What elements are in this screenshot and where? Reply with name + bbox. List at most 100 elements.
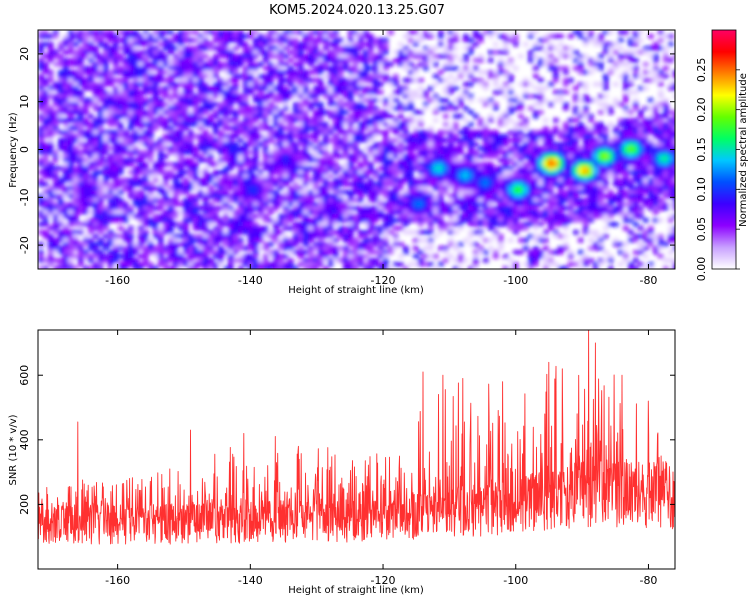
heatmap-cell [353,190,359,195]
heatmap-cell [83,186,89,191]
heatmap-cell [438,218,444,223]
heatmap-cell [198,214,204,219]
heatmap-cell [408,262,414,267]
heatmap-cell [243,50,249,55]
heatmap-cell [413,154,419,159]
heatmap-cell [548,102,554,107]
heatmap-cell [328,186,334,191]
heatmap-cell [213,234,219,239]
heatmap-cell [208,158,214,163]
heatmap-cell [388,182,394,187]
heatmap-cell [533,206,539,211]
heatmap-cell [418,162,424,167]
heatmap-cell [343,218,349,223]
heatmap-cell [343,234,349,239]
heatmap-cell [118,146,124,151]
heatmap-cell [343,210,349,215]
heatmap-cell [193,218,199,223]
heatmap-cell [188,78,194,83]
heatmap-cell [233,114,239,119]
heatmap-cell [313,162,319,167]
heatmap-cell [343,166,349,171]
heatmap-cell [443,154,449,159]
heatmap-cell [433,202,439,207]
heatmap-cell [123,246,129,251]
heatmap-cell [228,174,234,179]
heatmap-cell [113,194,119,199]
heatmap-cell [403,130,409,135]
heatmap-cell [403,158,409,163]
heatmap-cell [448,226,454,231]
heatmap-cell [518,122,524,127]
heatmap-cell [118,38,124,43]
heatmap-cell [213,250,219,255]
heatmap-cell [413,262,419,267]
heatmap-cell [78,230,84,235]
heatmap-cell [223,114,229,119]
heatmap-cell [103,66,109,71]
heatmap-cell [438,262,444,267]
heatmap-cell [238,74,244,79]
heatmap-cell [473,34,479,39]
heatmap-cell [298,230,304,235]
heatmap-cell [603,134,609,139]
heatmap-cell [333,214,339,219]
heatmap-cell [268,90,274,95]
heatmap-cell [253,54,259,59]
heatmap-cell [528,138,534,143]
heatmap-cell [528,82,534,87]
heatmap-cell [488,146,494,151]
heatmap-cell [143,98,149,103]
heatmap-cell [283,146,289,151]
heatmap-cell [298,186,304,191]
heatmap-cell [283,86,289,91]
heatmap-cell [353,226,359,231]
heatmap-cell [143,202,149,207]
heatmap-cell [303,42,309,47]
heatmap-cell [123,218,129,223]
heatmap-cell [323,130,329,135]
heatmap-cell [598,130,604,135]
heatmap-cell [573,230,579,235]
heatmap-cell [78,138,84,143]
heatmap-cell [73,30,79,35]
heatmap-cell [63,106,69,111]
heatmap-cell [123,50,129,55]
heatmap-cell [183,38,189,43]
heatmap-cell [88,74,94,79]
heatmap-cell [168,174,174,179]
heatmap-cell [253,86,259,91]
heatmap-cell [158,242,164,247]
heatmap-cell [63,130,69,135]
heatmap-cell [543,34,549,39]
heatmap-cell [578,198,584,203]
heatmap-cell [278,186,284,191]
heatmap-cell [218,250,224,255]
heatmap-cell [103,226,109,231]
heatmap-cell [368,134,374,139]
heatmap-cell [603,186,609,191]
heatmap-cell [173,90,179,95]
heatmap-cell [73,266,79,269]
heatmap-cell [353,70,359,75]
heatmap-cell [483,214,489,219]
heatmap-cell [538,86,544,91]
heatmap-cell [253,78,259,83]
heatmap-cell [313,222,319,227]
heatmap-cell [108,74,114,79]
heatmap-cell [53,158,59,163]
heatmap-cell [473,42,479,47]
heatmap-cell [418,122,424,127]
heatmap-cell [393,178,399,183]
heatmap-cell [273,142,279,147]
heatmap-cell [488,74,494,79]
heatmap-cell [303,94,309,99]
heatmap-cell [233,158,239,163]
heatmap-cell [443,226,449,231]
heatmap-cell [63,178,69,183]
heatmap-cell [328,234,334,239]
heatmap-cell [268,190,274,195]
heatmap-cell [218,254,224,259]
heatmap-cell [608,146,614,151]
heatmap-cell [523,222,529,227]
